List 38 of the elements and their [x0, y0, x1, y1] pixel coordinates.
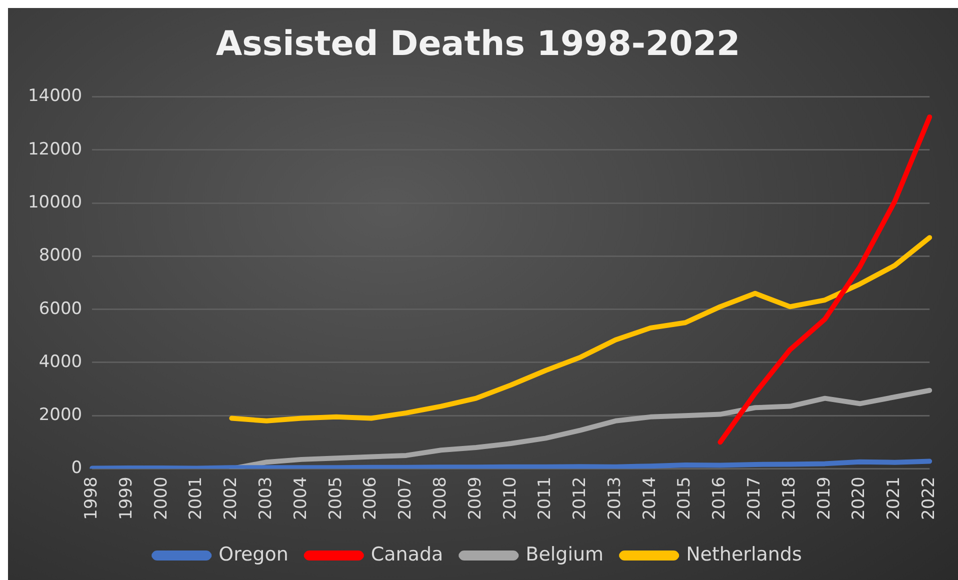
y-tick-label: 12000 [28, 139, 82, 160]
x-tick-label: 2003 [256, 476, 276, 520]
x-tick-label: 2011 [535, 476, 556, 520]
x-tick-label: 2007 [396, 476, 416, 520]
x-tick-label: 2006 [360, 476, 381, 520]
x-tick-label: 2022 [919, 476, 940, 520]
legend-label: Oregon [218, 543, 288, 566]
y-tick-label: 0 [71, 458, 82, 478]
x-tick-label: 2015 [674, 476, 695, 520]
x-tick-label: 2008 [430, 476, 450, 520]
x-tick-label: 2004 [290, 476, 311, 520]
legend-label: Canada [370, 543, 444, 566]
x-tick-label: 2017 [744, 476, 765, 520]
y-tick-label: 8000 [38, 246, 82, 266]
legend-label: Netherlands [686, 543, 802, 566]
x-tick-label: 2019 [814, 476, 834, 520]
y-tick-label: 14000 [28, 86, 82, 106]
x-tick-label: 2010 [500, 476, 520, 520]
x-tick-label: 2018 [779, 476, 800, 520]
y-tick-label: 6000 [38, 298, 82, 319]
x-tick-label: 1998 [82, 476, 102, 520]
x-tick-label: 2002 [221, 476, 242, 520]
x-tick-label: 2005 [326, 476, 346, 520]
legend-label: Belgium [526, 543, 604, 566]
x-tick-label: 1999 [116, 476, 136, 520]
x-tick-label: 2016 [710, 476, 730, 520]
y-tick-label: 10000 [28, 192, 82, 212]
x-tick-label: 2000 [151, 476, 172, 520]
y-tick-label: 2000 [38, 405, 82, 426]
x-tick-label: 2014 [640, 476, 660, 520]
x-tick-label: 2012 [570, 476, 590, 520]
x-tick-label: 2013 [604, 476, 625, 520]
y-tick-label: 4000 [38, 352, 82, 372]
x-tick-label: 2020 [849, 476, 870, 520]
chart-title: Assisted Deaths 1998-2022 [216, 24, 740, 64]
x-tick-label: 2001 [186, 476, 206, 520]
x-tick-label: 2009 [465, 476, 486, 520]
x-tick-label: 2021 [884, 476, 904, 520]
